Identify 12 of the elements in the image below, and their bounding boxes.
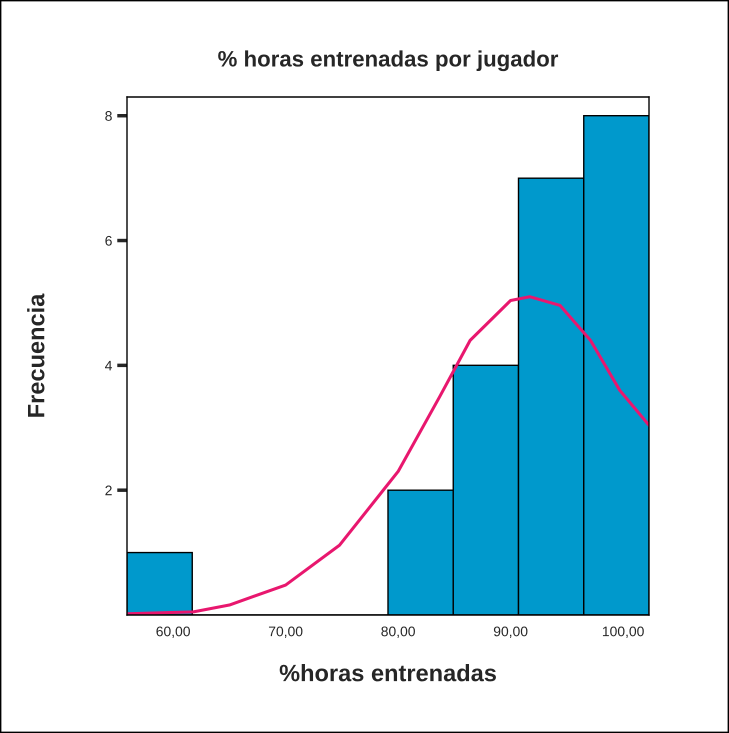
y-tick-label: 8 [105, 111, 112, 121]
y-tick-label: 6 [105, 236, 112, 246]
x-tick-label: 100,00 [602, 626, 644, 638]
y-axis-title: Frecuencia [27, 294, 44, 417]
y-tick-label: 4 [105, 360, 112, 370]
y-tick-label: 2 [105, 486, 112, 496]
chart-title: % horas entrenadas por jugador [218, 50, 558, 72]
x-axis-title: %horas entrenadas [280, 664, 496, 682]
x-tick-label: 90,00 [494, 626, 528, 638]
x-tick-label: 60,00 [156, 626, 190, 638]
x-tick-label: 70,00 [268, 626, 302, 638]
x-tick-label: 80,00 [381, 626, 415, 638]
